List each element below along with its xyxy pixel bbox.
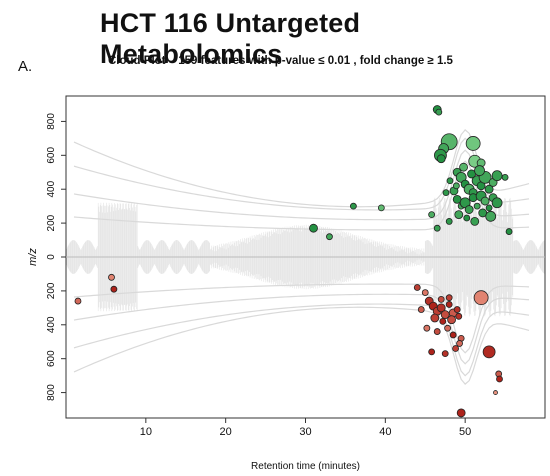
down-feature-point (439, 317, 447, 325)
down-feature-point (433, 328, 441, 335)
down-feature-point (437, 295, 445, 303)
up-feature-point (452, 182, 460, 190)
up-feature-point (433, 224, 441, 232)
trace-curve (73, 129, 530, 208)
down-feature-point (482, 345, 496, 359)
up-feature-point (436, 154, 446, 164)
trace-curve (73, 137, 530, 211)
up-feature-point (485, 210, 497, 222)
down-feature-point (436, 303, 446, 313)
trace-curve (73, 303, 530, 377)
up-feature-point (428, 211, 436, 219)
down-feature-point (445, 301, 453, 308)
down-feature-point (445, 294, 453, 302)
feature-points (74, 105, 513, 418)
y-tick-label: 600 (46, 147, 57, 164)
down-feature-point (108, 273, 115, 281)
down-feature-point (452, 345, 459, 352)
up-feature-point (480, 196, 490, 206)
down-feature-point (421, 289, 429, 296)
down-feature-point (110, 285, 118, 293)
up-feature-point (454, 210, 464, 220)
up-feature-point (445, 218, 453, 225)
up-feature-point (377, 204, 385, 212)
x-tick-label: 50 (459, 426, 471, 438)
y-tick-label: 800 (46, 384, 57, 401)
up-feature-point (435, 108, 443, 116)
x-axis-label: Retention time (minutes) (251, 461, 360, 472)
chart-title: Cloud Plot 159 features with p-value ≤ 0… (108, 55, 453, 67)
x-tick-label: 20 (220, 426, 232, 438)
y-tick-label: 800 (46, 113, 57, 130)
up-feature-point (491, 170, 503, 182)
down-feature-point (496, 375, 503, 383)
up-feature-point (485, 204, 493, 212)
y-tick-label: 0 (46, 254, 57, 260)
down-feature-point (430, 313, 440, 323)
down-feature-point (417, 306, 425, 313)
axes: 10 20 30 40 50 0 200 400 600 800 200 400 600 800 Reten… (27, 113, 471, 472)
down-feature-point (74, 297, 82, 305)
x-tick-label: 40 (379, 426, 391, 438)
trace-curve (73, 306, 530, 385)
up-feature-point (309, 223, 318, 233)
up-feature-point (464, 205, 474, 214)
down-feature-point (456, 340, 463, 347)
up-feature-point (505, 228, 513, 235)
up-feature-point (326, 233, 333, 241)
x-tick-label: 10 (140, 426, 152, 438)
y-tick-label: 200 (46, 282, 57, 299)
down-feature-point (449, 331, 457, 339)
up-feature-point (470, 217, 480, 226)
up-feature-point (459, 162, 468, 172)
down-feature-point (447, 315, 456, 325)
down-feature-point (423, 324, 431, 332)
page-title: HCT 116 Untargeted Metabolomics (100, 8, 361, 69)
up-feature-point (484, 184, 494, 194)
down-feature-point (441, 350, 449, 358)
up-feature-point (474, 165, 485, 176)
down-feature-point (473, 290, 489, 306)
y-axis-label: m/z (27, 248, 39, 266)
up-feature-point (442, 189, 450, 197)
y-tick-label: 200 (46, 214, 57, 231)
panel-label: A. (18, 58, 33, 75)
up-feature-point (349, 202, 357, 210)
y-tick-label: 400 (46, 180, 57, 197)
up-feature-point (463, 214, 471, 222)
up-feature-point (465, 136, 481, 151)
y-tick-label: 600 (46, 350, 57, 367)
down-feature-point (456, 408, 466, 418)
down-feature-point (493, 390, 498, 395)
down-feature-point (455, 312, 463, 320)
up-feature-point (473, 202, 481, 210)
up-feature-point (491, 197, 503, 209)
x-tick-label: 30 (299, 426, 311, 438)
down-feature-point (413, 284, 421, 291)
y-tick-label: 400 (46, 316, 57, 333)
down-feature-point (453, 306, 461, 313)
down-feature-point (428, 348, 436, 356)
up-feature-point (446, 177, 454, 185)
up-feature-point (501, 173, 509, 181)
down-feature-point (444, 324, 452, 332)
